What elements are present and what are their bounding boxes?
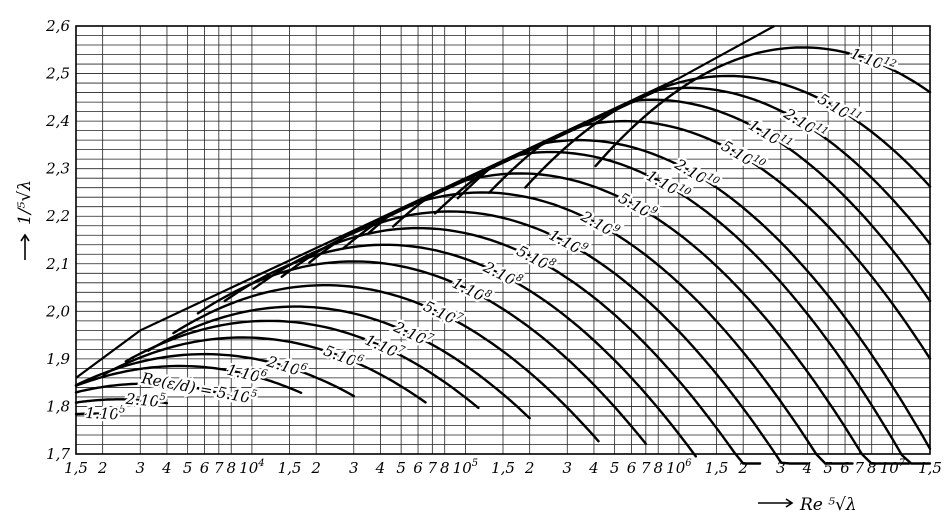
curve-2-10-7 — [147, 305, 531, 420]
x-tick-label: 4 — [802, 459, 813, 477]
x-tick-label: 1,5 — [705, 459, 729, 477]
curve-5-10-7 — [172, 284, 600, 443]
x-axis-arrowhead — [785, 498, 794, 508]
y-tick-label: 2,4 — [45, 112, 70, 130]
curve-1-10-12 — [594, 46, 932, 168]
x-tick-label: 2 — [310, 459, 321, 477]
x-tick-label: 6 — [627, 459, 637, 477]
y-tick-labels: 1,7 1,8 1,9 2,0 2,1 2,2 2,3 2,4 2,5 2,6 — [45, 17, 70, 463]
curve-label: 5.109 — [616, 188, 661, 224]
y-tick-label: 1,9 — [46, 350, 70, 368]
y-tick-label: 2,6 — [45, 17, 70, 35]
curve-1-10-7 — [124, 319, 480, 410]
x-tick-label: 8 — [226, 459, 236, 477]
x-tick-label: 5 — [396, 459, 406, 477]
curve-2-10-11 — [488, 86, 932, 246]
curve-2-10-8 — [223, 243, 697, 458]
x-tick-label: 4 — [375, 459, 386, 477]
x-tick-label: 2 — [524, 459, 535, 477]
x-tick-label: 106 — [666, 458, 692, 477]
x-tick-label: 1,5 — [64, 459, 88, 477]
x-axis-label: Re ⁵√λ — [758, 495, 857, 515]
x-tick-labels: 1,5 2 3 4 5 6 7 8 104 1,5 2 3 4 5 6 7 8 105 1,5 2 3 4 5 6 7 8 106 1… — [64, 458, 942, 477]
x-tick-label: 107 — [880, 458, 906, 477]
curve-label: 5.107 — [421, 296, 466, 331]
x-tick-label: 2 — [97, 459, 108, 477]
y-tick-label: 1,8 — [46, 397, 70, 415]
curve-5-10-11 — [524, 74, 932, 189]
curve-label: 5.108 — [514, 241, 558, 276]
curve-1-10-5 — [74, 412, 117, 416]
x-tick-label: 6 — [200, 459, 210, 477]
x-tick-label: 4 — [161, 459, 172, 477]
x-tick-label: 6 — [413, 459, 423, 477]
curve-label: 2.105 — [124, 389, 166, 412]
curve-label: 2.109 — [577, 206, 622, 243]
x-tick-label: 5 — [823, 459, 833, 477]
y-axis-label: 1/⁵√λ — [15, 180, 35, 260]
envelope-line — [75, 25, 775, 379]
x-tick-label: 1,5 — [918, 459, 942, 477]
x-tick-label: 1,5 — [491, 459, 515, 477]
curve-label: 1.109 — [546, 225, 591, 261]
x-tick-label: 8 — [440, 459, 450, 477]
curve-5-10-6 — [102, 336, 427, 404]
x-tick-label: 8 — [867, 459, 877, 477]
x-axis-title: Re ⁵√λ — [799, 495, 857, 515]
x-tick-label: 2 — [737, 459, 748, 477]
curve-label: 1.1012 — [848, 43, 898, 77]
x-tick-label: 3 — [135, 459, 145, 477]
plot-frame — [75, 25, 931, 455]
y-axis-title: 1/⁵√λ — [15, 180, 35, 225]
y-axis-arrowhead — [20, 233, 30, 242]
y-tick-label: 2,3 — [45, 160, 70, 178]
x-tick-label: 104 — [239, 458, 264, 477]
curve-label: 2.106 — [264, 351, 309, 381]
curve-1-10-8 — [196, 260, 647, 445]
x-tick-label: 3 — [562, 459, 572, 477]
curve-label: 1.108 — [449, 273, 493, 308]
curve-2-10-5 — [74, 398, 169, 405]
x-tick-label: 5 — [183, 459, 193, 477]
y-tick-label: 1,7 — [46, 445, 70, 463]
x-tick-label: 5 — [610, 459, 620, 477]
curve-label: 2.108 — [480, 257, 525, 293]
curve-1-10-6 — [74, 364, 303, 394]
curve-5-10-5 — [74, 382, 244, 402]
x-tick-label: 3 — [349, 459, 359, 477]
y-tick-label: 2,1 — [45, 255, 70, 273]
x-tick-label: 4 — [588, 459, 599, 477]
curve-label: 1.105 — [85, 403, 126, 424]
curve-2-10-6 — [74, 352, 355, 398]
x-tick-label: 7 — [641, 459, 651, 477]
x-tick-label: 8 — [653, 459, 663, 477]
curve-label: 1.106 — [225, 360, 269, 388]
friction-curves — [74, 46, 932, 465]
y-tick-label: 2,2 — [45, 207, 70, 225]
x-tick-label: 3 — [776, 459, 786, 477]
x-tick-label: 7 — [855, 459, 865, 477]
x-tick-label: 6 — [840, 459, 850, 477]
x-tick-label: 7 — [214, 459, 224, 477]
x-tick-label: 1,5 — [278, 459, 302, 477]
x-tick-label: 7 — [428, 459, 438, 477]
x-tick-label: 105 — [453, 458, 478, 477]
y-tick-label: 2,5 — [45, 65, 70, 83]
envelope — [75, 25, 775, 379]
y-tick-label: 2,0 — [45, 302, 70, 320]
curve-1-10-11 — [456, 98, 932, 303]
